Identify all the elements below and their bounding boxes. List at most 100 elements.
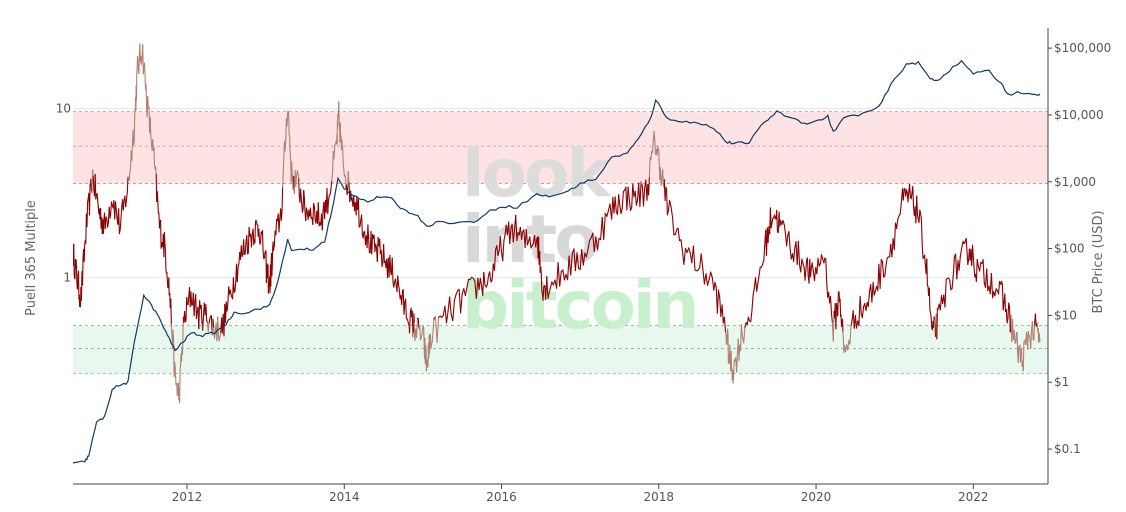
puell-segment (300, 188, 302, 198)
puell-segment (916, 195, 919, 216)
puell-segment (1001, 284, 1004, 311)
puell-segment (771, 217, 774, 224)
puell-segment (835, 303, 838, 330)
puell-segment (96, 193, 99, 201)
puell-segment (849, 325, 852, 345)
puell-segment (873, 290, 876, 296)
puell-segment (628, 199, 632, 212)
puell-segment (109, 213, 112, 219)
series-layer (73, 43, 1041, 464)
puell-segment (327, 199, 330, 214)
puell-segment (920, 213, 922, 220)
puell-segment (261, 230, 264, 253)
puell-segment (717, 289, 721, 298)
puell-segment (226, 302, 229, 312)
puell-segment (936, 308, 938, 340)
puell-segment (419, 325, 422, 341)
puell-segment (444, 305, 448, 324)
puell-segment (896, 218, 899, 230)
puell-segment (710, 271, 713, 279)
right-axis-title: BTC Price (USD) (1091, 210, 1106, 313)
puell-segment (342, 163, 345, 170)
puell-segment (666, 188, 668, 216)
puell-segment (496, 245, 499, 257)
puell-segment (789, 247, 792, 260)
puell-segment (526, 240, 530, 246)
puell-segment (884, 265, 887, 277)
puell-segment (272, 245, 275, 251)
puell-segment (1006, 318, 1009, 324)
puell-segment (770, 222, 773, 229)
puell-segment (163, 231, 166, 246)
puell-segment (867, 290, 871, 307)
puell-segment (859, 295, 862, 315)
puell-segment (634, 190, 637, 206)
puell-segment (902, 188, 905, 201)
puell-segment (491, 263, 494, 281)
zone-bands (73, 111, 1048, 375)
puell-segment (1022, 341, 1025, 372)
puell-segment (921, 244, 924, 259)
puell-segment (994, 288, 997, 297)
x-tick-label-2020: 2020 (801, 490, 832, 504)
x-tick-label-2012: 2012 (172, 490, 203, 504)
puell-segment (1019, 351, 1022, 363)
puell-segment (297, 172, 300, 180)
puell-segment (559, 270, 562, 287)
puell-segment (327, 195, 330, 201)
puell-segment (195, 310, 198, 319)
puell-segment (949, 279, 952, 291)
puell-segment (801, 258, 804, 265)
puell-segment (128, 171, 131, 181)
puell-segment (839, 298, 842, 317)
puell-segment (879, 258, 882, 289)
left-axis-ticks: 10 1 (56, 102, 71, 285)
puell-segment (540, 266, 542, 276)
puell-segment (362, 231, 365, 239)
puell-segment (350, 190, 352, 201)
puell-segment (786, 234, 789, 247)
puell-segment (688, 247, 691, 254)
puell-segment (420, 333, 423, 338)
btc-price-line (73, 59, 1041, 464)
puell-segment (582, 252, 586, 266)
puell-segment (397, 283, 400, 291)
puell-segment (126, 176, 129, 193)
puell-segment (464, 287, 468, 297)
puell-segment (865, 301, 868, 312)
puell-segment (133, 139, 135, 146)
puell-segment (1002, 302, 1005, 311)
puell-segment (317, 202, 320, 227)
x-tick-label-2016: 2016 (486, 490, 517, 504)
puell-segment (142, 66, 145, 75)
puell-segment (503, 233, 506, 242)
puell-segment (158, 221, 161, 229)
puell-segment (926, 258, 928, 286)
puell-segment (658, 148, 660, 166)
puell-segment (626, 186, 629, 211)
puell-segment (639, 180, 642, 207)
puell-segment (295, 175, 298, 188)
puell-segment (483, 271, 486, 286)
puell-segment (842, 331, 844, 341)
puell-segment (829, 295, 833, 315)
puell-segment (119, 217, 122, 231)
puell-segment (250, 233, 253, 248)
puell-segment (545, 288, 547, 300)
x-tick-label-2014: 2014 (329, 490, 360, 504)
puell-segment (618, 194, 621, 207)
puell-segment (260, 231, 262, 243)
puell-segment (976, 259, 979, 268)
puell-segment (187, 295, 190, 305)
puell-segment (967, 259, 970, 266)
puell-segment (198, 300, 201, 330)
puell-segment (816, 257, 819, 275)
puell-segment (562, 269, 565, 281)
puell-segment (1027, 331, 1029, 350)
puell-segment (621, 190, 624, 210)
puell-segment (574, 252, 578, 272)
puell-segment (918, 209, 921, 224)
puell-segment (282, 171, 284, 188)
puell-segment (1004, 293, 1007, 313)
puell-segment (278, 218, 281, 233)
